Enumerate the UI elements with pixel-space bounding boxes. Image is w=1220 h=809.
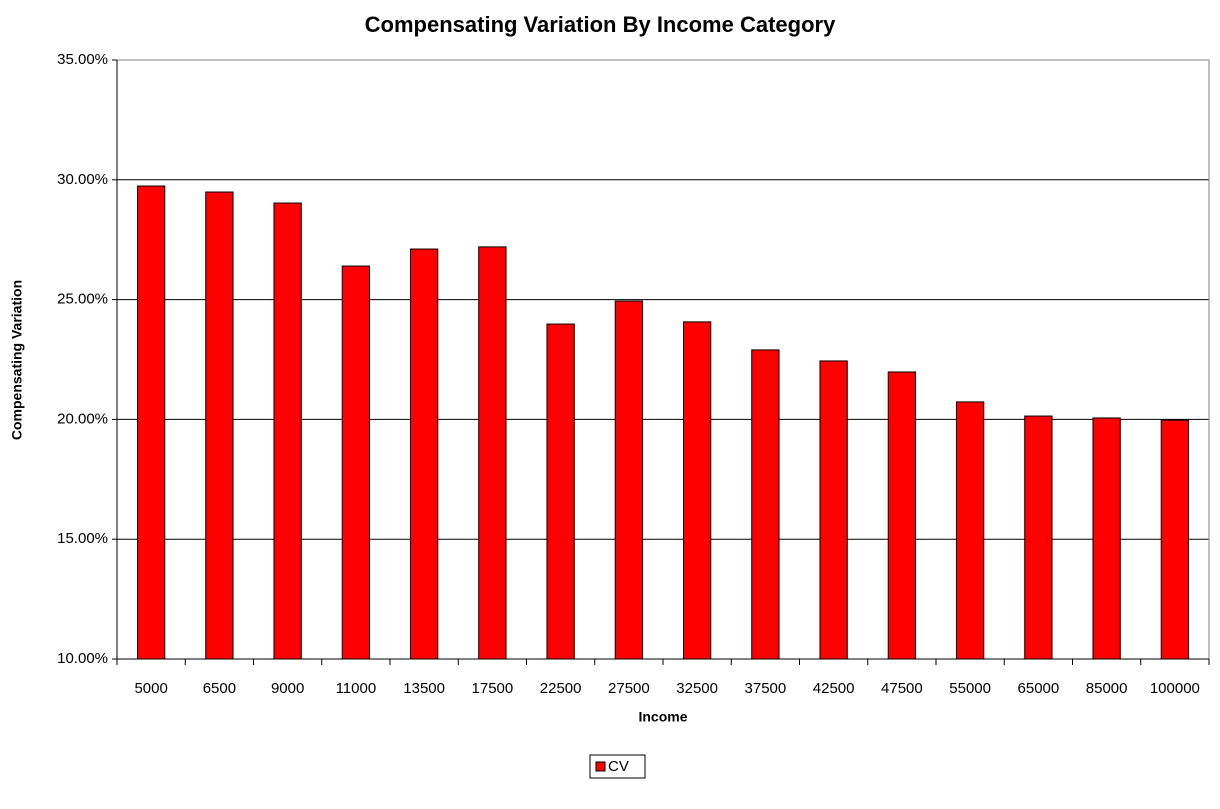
bar: [1092, 417, 1121, 660]
bar: [273, 202, 302, 660]
x-tick-label: 100000: [1150, 680, 1200, 697]
y-tick-label: 30.00%: [57, 171, 108, 188]
bar: [341, 265, 371, 660]
bar: [205, 191, 234, 660]
bar: [819, 360, 848, 660]
legend-swatch: [595, 761, 606, 772]
chart-title: Compensating Variation By Income Categor…: [365, 12, 836, 37]
legend-box: [589, 754, 646, 779]
x-tick-label: 22500: [540, 680, 582, 697]
x-tick-label: 27500: [608, 680, 650, 697]
bar: [1160, 419, 1190, 660]
x-tick-label: 32500: [676, 680, 718, 697]
x-tick-label: 85000: [1086, 680, 1128, 697]
bar: [887, 371, 917, 660]
x-tick-label: 47500: [881, 680, 923, 697]
y-axis-title: Compensating Variation: [9, 280, 25, 440]
y-tick-label: 15.00%: [57, 530, 108, 547]
x-tick-label: 6500: [203, 680, 236, 697]
bar: [478, 246, 507, 660]
bar: [546, 323, 575, 660]
y-tick-label: 35.00%: [57, 51, 108, 68]
x-tick-label: 9000: [271, 680, 304, 697]
y-tick-label: 25.00%: [57, 291, 108, 308]
bar: [136, 185, 166, 660]
x-tick-label: 55000: [949, 680, 991, 697]
legend-label: CV: [608, 758, 629, 775]
x-tick-label: 13500: [403, 680, 445, 697]
y-tick-label: 20.00%: [57, 410, 108, 427]
bar: [614, 300, 644, 660]
bar: [751, 349, 780, 660]
x-tick-label: 5000: [134, 680, 167, 697]
bar: [682, 321, 712, 660]
x-axis-title: Income: [638, 709, 687, 725]
x-tick-label: 65000: [1018, 680, 1060, 697]
bar: [1024, 415, 1053, 660]
x-tick-label: 17500: [472, 680, 514, 697]
bar: [409, 248, 439, 660]
x-tick-label: 42500: [813, 680, 855, 697]
x-tick-label: 11000: [336, 680, 377, 697]
y-tick-label: 10.00%: [57, 650, 108, 667]
x-tick-label: 37500: [745, 680, 787, 697]
bar: [955, 401, 985, 660]
